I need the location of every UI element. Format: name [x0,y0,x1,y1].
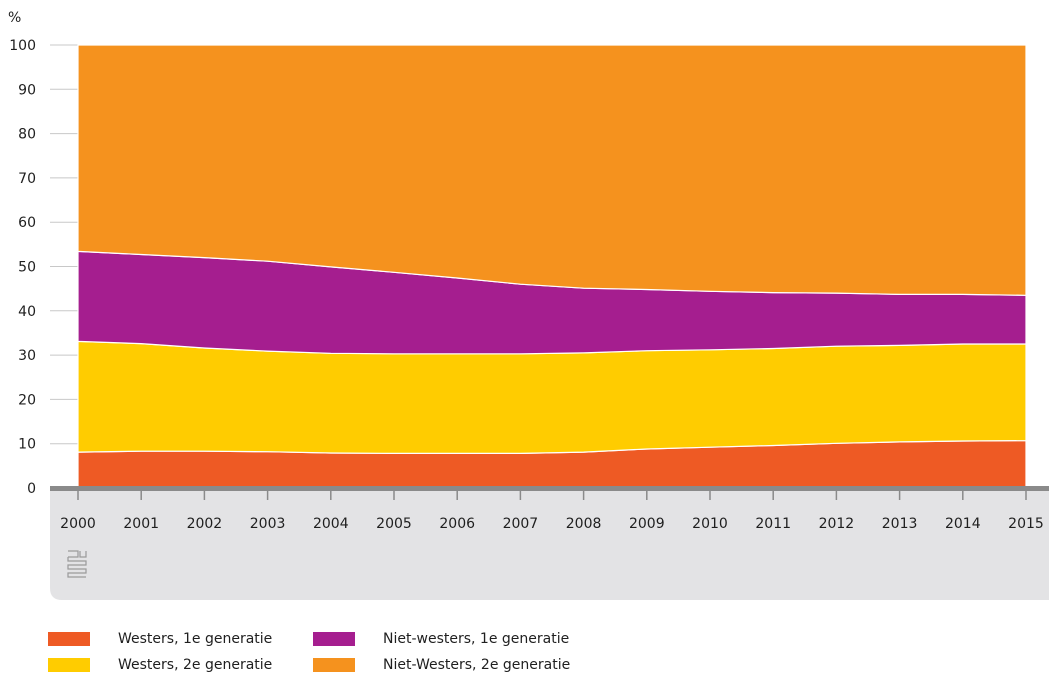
x-tick-label: 2013 [882,516,918,532]
x-tick-label: 2006 [439,516,475,532]
x-axis-bar [50,486,1049,491]
y-tick-label: 70 [18,171,36,187]
x-tick-label: 2000 [60,516,96,532]
x-tick-label: 2015 [1008,516,1044,532]
y-tick-label: 80 [18,127,36,143]
x-tick-label: 2011 [755,516,791,532]
legend-item-westers-2e: Westers, 2e generatie [48,655,272,675]
legend-item-westers-1e: Westers, 1e generatie [48,629,272,649]
legend-item-niet-westers-2e: Niet-Westers, 2e generatie [313,655,570,675]
x-tick-label: 2003 [250,516,286,532]
x-tick-label: 2007 [503,516,539,532]
legend-item-niet-westers-1e: Niet-westers, 1e generatie [313,629,569,649]
legend-swatch [48,658,90,672]
y-axis-unit: % [8,10,21,26]
y-tick-label: 30 [18,348,36,364]
x-tick-label: 2005 [376,516,412,532]
legend-label: Westers, 2e generatie [118,657,273,673]
y-tick-labels: 0 10 20 30 40 50 60 70 80 90 100 [9,38,36,497]
legend-label: Niet-Westers, 2e generatie [383,657,571,673]
x-tick-label: 2009 [629,516,665,532]
legend-swatch [313,632,355,646]
x-tick-label: 2010 [692,516,728,532]
y-tick-label: 0 [27,481,36,497]
y-tick-label: 10 [18,437,36,453]
area-series-4 [77,44,1027,296]
legend-swatch [48,632,90,646]
y-tick-label: 40 [18,304,36,320]
x-tick-label: 2008 [566,516,602,532]
y-tick-label: 50 [18,260,36,276]
x-tick-label: 2001 [123,516,159,532]
x-tick-label: 2004 [313,516,349,532]
legend-swatch [313,658,355,672]
legend-label: Westers, 1e generatie [118,631,273,647]
source-panel [50,490,1049,600]
y-tick-label: 20 [18,392,36,408]
legend-label: Niet-westers, 1e generatie [383,631,570,647]
area-series-2 [77,340,1027,454]
cbs-logo [67,550,87,578]
legend: Westers, 1e generatie Niet-westers, 1e g… [48,627,648,674]
x-tick-label: 2012 [819,516,855,532]
y-tick-label: 100 [9,38,36,54]
x-tick-label: 2002 [187,516,223,532]
y-tick-label: 90 [18,82,36,98]
y-tick-label: 60 [18,215,36,231]
area-series [77,44,1027,489]
x-tick-label: 2014 [945,516,981,532]
x-ticks: 2000 2001 2002 2003 2004 2005 2006 2007 2008 2009… [60,491,1044,532]
